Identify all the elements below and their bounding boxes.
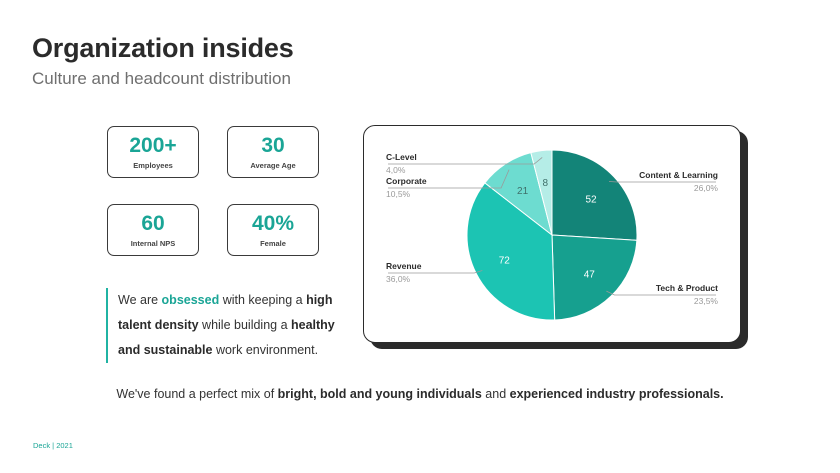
pie-value-label: 52 xyxy=(585,194,597,205)
pie-leader-line xyxy=(388,270,483,274)
pie-slice-c-level xyxy=(530,149,553,236)
quote-emphasis: high talent density xyxy=(118,293,333,332)
stat-label: Average Age xyxy=(250,161,296,170)
stat-value: 200+ xyxy=(129,134,177,157)
footer-statement: We've found a perfect mix of bright, bol… xyxy=(0,387,840,401)
pie-slice-revenue xyxy=(466,182,556,321)
pie-value-label: 72 xyxy=(499,255,511,266)
pie-percent-label: 26,0% xyxy=(694,183,719,193)
pie-value-label: 21 xyxy=(517,186,529,197)
quote-emphasis: healthy and sustainable xyxy=(118,318,335,357)
pie-category-label: Corporate xyxy=(386,176,427,186)
quote-text: We are xyxy=(118,293,162,307)
pie-category-label: C-Level xyxy=(386,152,417,162)
footer-text: We've found a perfect mix of xyxy=(116,387,278,401)
stat-card-internal-nps: 60 Internal NPS xyxy=(107,204,199,256)
headcount-chart-card: 52 Content & Learning 26,0% 47 Tech & Produc… xyxy=(363,125,741,343)
headcount-pie-chart: 52 Content & Learning 26,0% 47 Tech & Produc… xyxy=(386,149,719,321)
deck-label: Deck | 2021 xyxy=(33,441,73,450)
stat-value: 40% xyxy=(251,212,295,235)
pie-slice-content-and-learning xyxy=(551,149,638,241)
pie-percent-label: 10,5% xyxy=(386,189,411,199)
pie-value-label: 47 xyxy=(584,269,596,280)
culture-quote: We are obsessed with keeping a high tale… xyxy=(106,288,346,363)
quote-highlight: obsessed xyxy=(161,293,220,307)
pie-category-label: Tech & Product xyxy=(656,283,718,293)
stat-card-female: 40% Female xyxy=(227,204,319,256)
pie-leader-line xyxy=(388,157,543,165)
footer-emphasis: experienced industry professionals. xyxy=(509,387,724,401)
footer-emphasis: bright, bold and young individuals xyxy=(277,387,482,401)
quote-text: work environment. xyxy=(212,343,319,357)
pie-percent-label: 36,0% xyxy=(386,274,411,284)
stat-card-average-age: 30 Average Age xyxy=(227,126,319,178)
quote-text: while building a xyxy=(198,318,291,332)
stat-label: Female xyxy=(260,239,286,248)
footer-text: and xyxy=(481,387,510,401)
quote-text: with keeping a xyxy=(219,293,307,307)
stat-label: Internal NPS xyxy=(130,239,176,248)
pie-leader-line xyxy=(388,169,510,189)
pie-value-label: 8 xyxy=(543,178,549,189)
pie-percent-label: 4,0% xyxy=(386,165,406,175)
pie-category-label: Revenue xyxy=(386,261,422,271)
pie-category-label: Content & Learning xyxy=(639,170,718,180)
page-title: Organization insides xyxy=(32,33,294,63)
page-subtitle: Culture and headcount distribution xyxy=(32,69,291,88)
pie-leader-line xyxy=(608,181,716,183)
pie-percent-label: 23,5% xyxy=(694,296,719,306)
stat-value: 60 xyxy=(141,212,165,235)
stat-value: 30 xyxy=(261,134,285,157)
stat-label: Employees xyxy=(133,161,173,170)
stat-card-employees: 200+ Employees xyxy=(107,126,199,178)
pie-leader-line xyxy=(606,290,716,296)
pie-slice-tech-and-product xyxy=(551,234,638,321)
